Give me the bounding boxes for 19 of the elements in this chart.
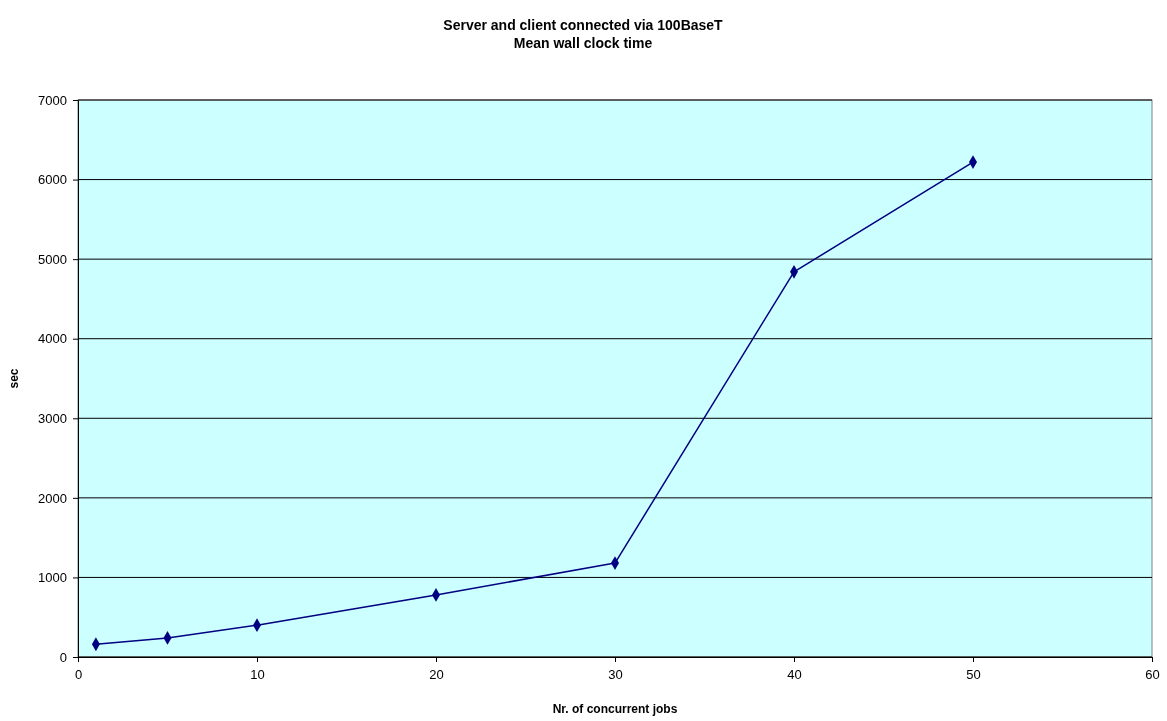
chart-subtitle: Mean wall clock time (513, 35, 653, 51)
x-tick-label: 10 (250, 667, 265, 683)
x-tick-label: 0 (74, 667, 83, 683)
y-tick-label: 5000 (38, 251, 67, 267)
y-tick-label: 0 (59, 649, 67, 665)
x-tick-label: 60 (1145, 667, 1160, 683)
y-tick-label: 2000 (38, 490, 67, 506)
x-tick-label: 20 (429, 667, 444, 683)
y-tick-label: 7000 (38, 92, 67, 108)
y-tick-label: 6000 (38, 172, 67, 188)
x-tick-label: 50 (966, 667, 981, 683)
x-tick-label: 40 (787, 667, 802, 683)
y-tick-label: 3000 (38, 410, 67, 426)
y-tick-label: 4000 (38, 331, 67, 347)
chart-title: Server and client connected via 100BaseT (443, 17, 724, 33)
y-axis-title: sec (7, 368, 21, 389)
x-tick-label: 30 (608, 667, 623, 683)
x-axis-title: Nr. of concurrent jobs (552, 702, 678, 716)
y-tick-label: 1000 (38, 570, 67, 586)
